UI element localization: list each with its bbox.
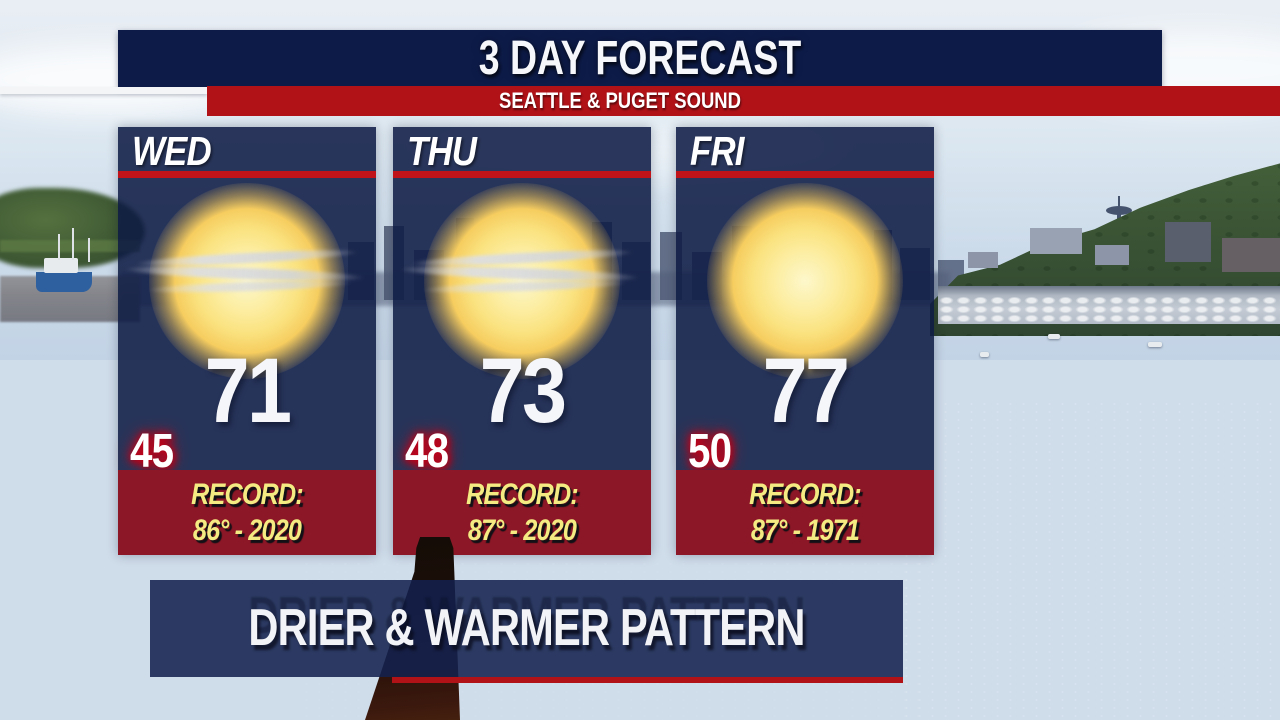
day-label: THU (407, 128, 477, 174)
ship (36, 272, 92, 292)
building (1030, 228, 1082, 254)
mostly-sunny-icon (399, 183, 641, 379)
day-label: WED (132, 128, 212, 174)
sunny-icon (707, 183, 903, 379)
mostly-sunny-icon (124, 183, 366, 379)
record-box: RECORD: 87° - 1971 (676, 470, 934, 555)
record-value: 87° - 2020 (467, 514, 577, 547)
water-sparkle (900, 400, 1280, 720)
record-label: RECORD: (749, 478, 862, 511)
low-temp: 45 (130, 425, 174, 478)
mast (88, 238, 90, 262)
building (968, 252, 998, 268)
bottom-red-rule (392, 677, 903, 683)
day-underline (118, 171, 376, 178)
forecast-card-wed: WED 71 45 RECORD: 86° - 2020 (118, 127, 376, 555)
forecast-card-thu: THU 73 48 RECORD: 87° - 2020 (393, 127, 651, 555)
low-temp: 50 (688, 425, 732, 478)
boat (980, 352, 989, 357)
day-underline (393, 171, 651, 178)
title-banner (118, 30, 1162, 88)
subtitle-banner (207, 86, 1280, 116)
building (1222, 238, 1280, 272)
boat (1048, 334, 1060, 339)
mast (72, 228, 74, 260)
building (1165, 222, 1211, 262)
ship-cabin (44, 258, 78, 273)
record-value: 87° - 1971 (750, 514, 860, 547)
marina-boats (938, 296, 1280, 322)
low-temp: 48 (405, 425, 449, 478)
high-temp: 77 (762, 340, 850, 442)
boat (1148, 342, 1162, 347)
space-needle-icon (1118, 196, 1120, 208)
forecast-card-fri: FRI 77 50 RECORD: 87° - 1971 (676, 127, 934, 555)
space-needle-icon (1106, 206, 1132, 215)
high-temp: 71 (204, 340, 292, 442)
record-box: RECORD: 86° - 2020 (118, 470, 376, 555)
bottom-banner-text: DRIER & WARMER PATTERN (248, 599, 805, 657)
day-label: FRI (690, 128, 744, 174)
record-label: RECORD: (191, 478, 304, 511)
record-label: RECORD: (466, 478, 579, 511)
page-title: 3 DAY FORECAST (478, 32, 802, 85)
left-shore-grass (0, 240, 140, 252)
day-underline (676, 171, 934, 178)
mast (58, 234, 60, 260)
sun-icon (707, 183, 903, 379)
white-accent-strip (0, 87, 207, 94)
building (1095, 245, 1129, 265)
record-value: 86° - 2020 (192, 514, 302, 547)
high-temp: 73 (479, 340, 567, 442)
subtitle: SEATTLE & PUGET SOUND (499, 88, 741, 113)
bottom-banner (150, 580, 903, 677)
